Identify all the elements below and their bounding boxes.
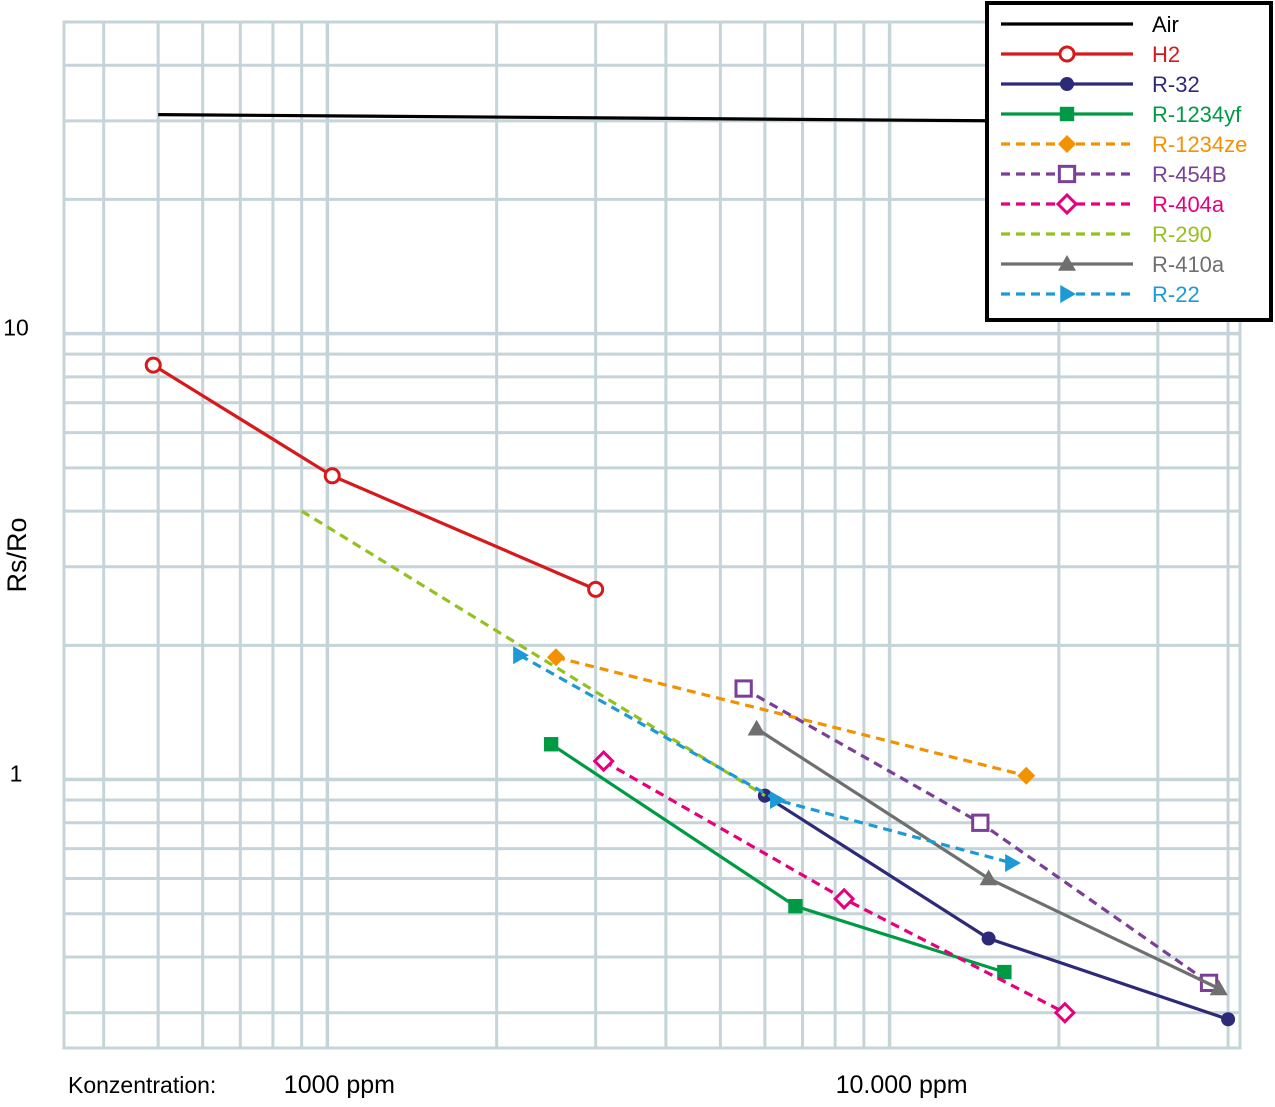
legend-label: R-290: [1152, 222, 1212, 247]
data-point: [981, 931, 996, 946]
series-line: [300, 509, 766, 798]
y-axis-label: Rs/Ro: [2, 517, 32, 592]
data-point: [788, 898, 803, 914]
legend-item-r-32: R-32: [1001, 72, 1200, 97]
data-point: [513, 646, 529, 665]
data-point: [1059, 76, 1075, 92]
legend-label: R-410a: [1152, 252, 1225, 277]
series-r-1234yf: [543, 737, 1012, 980]
series-line: [755, 727, 1220, 990]
legend-item-r-404a: R-404a: [1001, 192, 1225, 217]
legend-label: R-404a: [1152, 192, 1225, 217]
series-r-1234ze: [546, 648, 1036, 785]
data-point: [1058, 255, 1076, 271]
series-r-290: [300, 509, 766, 798]
data-point: [1005, 853, 1021, 872]
series-h2: [144, 356, 605, 598]
data-point: [543, 737, 559, 752]
series-line: [519, 653, 1013, 865]
series-r-22: [513, 646, 1021, 872]
data-point: [587, 580, 605, 598]
data-point: [1060, 285, 1076, 303]
legend-item-r-1234ze: R-1234ze: [1001, 132, 1247, 157]
series-r-410a: [747, 719, 1228, 996]
data-point: [734, 679, 753, 698]
y-tick-label: 1: [10, 761, 23, 787]
series-line: [158, 113, 1005, 123]
legend-label: R-1234ze: [1152, 132, 1247, 157]
tick-labels: 1000 ppm 10.000 ppm 10 1: [3, 315, 967, 1099]
x-axis-label: Konzentration:: [68, 1072, 216, 1098]
legend-label: R-1234yf: [1152, 102, 1242, 127]
legend: Air H2 R-32 R-1234yf R-1234ze R-454B R-404a R-2…: [985, 1, 1273, 322]
series-air: [158, 113, 1005, 123]
y-tick-label: 10: [3, 315, 29, 341]
data-point: [1221, 1012, 1236, 1027]
data-point: [770, 790, 786, 809]
legend-label: Air: [1152, 12, 1179, 37]
data-point: [1055, 192, 1079, 216]
data-point: [1057, 164, 1077, 184]
series-line: [742, 687, 1211, 985]
grid: [62, 20, 1242, 1050]
data-point: [1058, 135, 1076, 153]
legend-item-r-290: R-290: [1001, 222, 1212, 247]
data-point: [971, 813, 990, 832]
data-point: [1058, 45, 1076, 63]
series-line: [555, 655, 1027, 778]
data-point: [1053, 1001, 1076, 1024]
data-point: [546, 648, 565, 667]
data-point: [144, 356, 162, 374]
x-tick-label: 1000 ppm: [284, 1071, 395, 1099]
data-point: [747, 719, 766, 736]
data-point: [1017, 766, 1036, 785]
data-point: [1209, 979, 1228, 996]
data-point: [1059, 106, 1075, 122]
data-point: [323, 467, 341, 485]
x-tick-label: 10.000 ppm: [836, 1071, 968, 1099]
data-point: [979, 869, 998, 886]
legend-box: [985, 1, 1273, 322]
legend-item-h2: H2: [1001, 42, 1180, 67]
legend-item-r-22: R-22: [1001, 282, 1200, 307]
legend-item-r-410a: R-410a: [1001, 252, 1225, 277]
legend-item-r-454b: R-454B: [1001, 162, 1227, 187]
legend-item-r-1234yf: R-1234yf: [1001, 102, 1242, 127]
legend-label: R-32: [1152, 72, 1200, 97]
series-r-454b: [734, 679, 1219, 992]
legend-label: H2: [1152, 42, 1180, 67]
series-layer: [144, 113, 1236, 1027]
series-line: [152, 363, 597, 591]
data-point: [832, 887, 856, 910]
legend-label: R-22: [1152, 282, 1200, 307]
series-r-404a: [592, 749, 1076, 1024]
data-point: [997, 964, 1012, 980]
data-point: [592, 749, 615, 773]
series-r-32: [757, 788, 1236, 1027]
legend-label: R-454B: [1152, 162, 1227, 187]
legend-item-air: Air: [1001, 12, 1179, 37]
